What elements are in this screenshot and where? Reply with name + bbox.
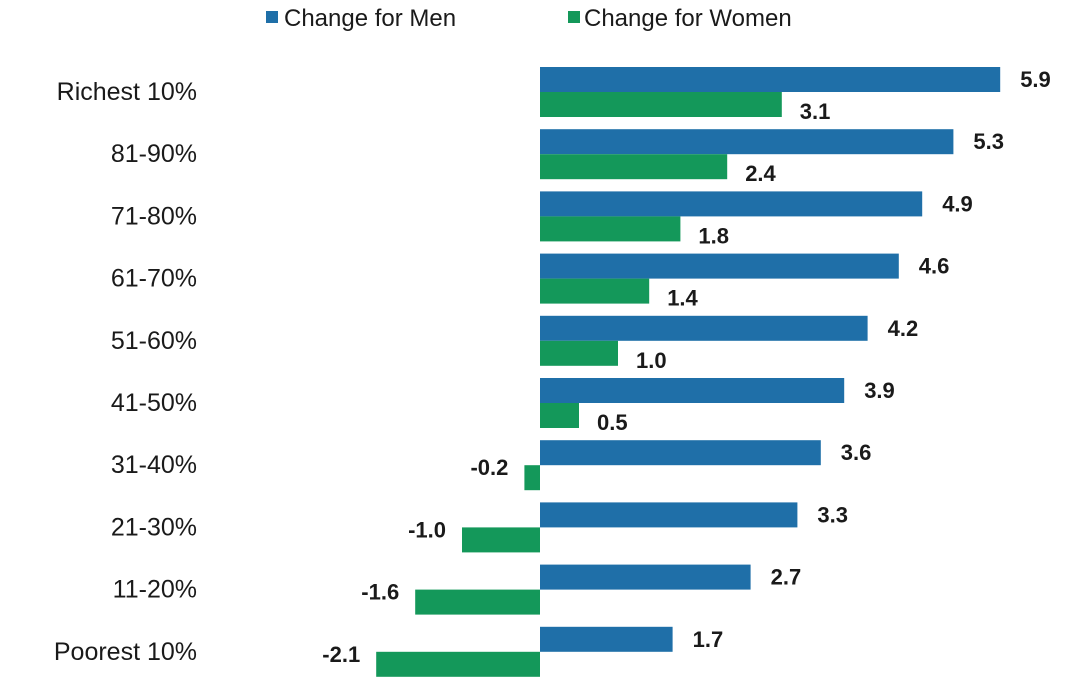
value-label-women: 2.4 bbox=[745, 161, 776, 186]
value-label-women: -0.2 bbox=[470, 455, 508, 480]
bar-men bbox=[540, 315, 868, 341]
category-label: 21-30% bbox=[111, 513, 197, 541]
value-label-men: 4.9 bbox=[942, 191, 973, 216]
legend-label-men: Change for Men bbox=[284, 5, 456, 32]
category-labels: Richest 10% 81-90% 71-80% 61-70% 51-60% 41-50… bbox=[54, 78, 197, 666]
bar-men bbox=[540, 502, 798, 528]
value-label-women: 1.8 bbox=[698, 223, 729, 248]
bar-women bbox=[540, 340, 618, 366]
bar-men bbox=[540, 191, 923, 217]
bar-women bbox=[415, 589, 540, 615]
value-label-women: 1.4 bbox=[667, 286, 698, 311]
category-label: 41-50% bbox=[111, 389, 197, 417]
value-label-women: 0.5 bbox=[597, 410, 628, 435]
bar-men bbox=[540, 440, 821, 466]
bar-men bbox=[540, 67, 1001, 92]
category-label: Richest 10% bbox=[57, 78, 197, 106]
category-label: 11-20% bbox=[113, 576, 197, 604]
value-label-men: 5.3 bbox=[973, 129, 1004, 154]
bar-women bbox=[540, 92, 782, 117]
value-label-women: -1.0 bbox=[408, 517, 446, 542]
value-label-men: 3.6 bbox=[841, 440, 872, 465]
bar-men bbox=[540, 378, 845, 403]
category-label: Poorest 10% bbox=[54, 638, 197, 666]
category-label: 31-40% bbox=[111, 451, 197, 479]
value-labels: 5.9 3.1 5.3 2.4 4.9 1.8 4.6 1.4 4.2 1.0 3.9 0.5 3.6 -… bbox=[322, 67, 1051, 667]
bar-women bbox=[376, 651, 540, 677]
legend-label-women: Change for Women bbox=[584, 5, 792, 32]
value-label-men: 4.2 bbox=[888, 316, 919, 341]
value-label-men: 3.9 bbox=[864, 378, 895, 403]
bar-women bbox=[462, 527, 540, 553]
value-label-women: -2.1 bbox=[322, 642, 360, 667]
value-label-men: 4.6 bbox=[919, 254, 950, 279]
bar-women bbox=[524, 465, 540, 491]
bar-men bbox=[540, 253, 899, 279]
legend: Change for Men Change for Women bbox=[266, 5, 792, 32]
bar-men bbox=[540, 564, 751, 590]
category-label: 51-60% bbox=[111, 327, 197, 355]
value-label-women: 3.1 bbox=[800, 99, 831, 124]
value-label-women: 1.0 bbox=[636, 348, 667, 373]
value-label-men: 5.9 bbox=[1020, 67, 1051, 92]
bar-women bbox=[540, 216, 681, 242]
legend-swatch-women bbox=[568, 11, 580, 23]
bar-men bbox=[540, 129, 954, 155]
value-label-women: -1.6 bbox=[361, 580, 399, 605]
value-label-men: 1.7 bbox=[693, 627, 724, 652]
bars-group bbox=[376, 67, 1001, 677]
value-label-men: 3.3 bbox=[817, 502, 848, 527]
category-label: 61-70% bbox=[111, 265, 197, 293]
bar-women bbox=[540, 154, 728, 180]
bar-women bbox=[540, 278, 650, 304]
bar-women bbox=[540, 403, 579, 428]
bar-men bbox=[540, 626, 673, 652]
category-label: 81-90% bbox=[111, 140, 197, 168]
category-label: 71-80% bbox=[111, 202, 197, 230]
legend-swatch-men bbox=[266, 11, 278, 23]
value-label-men: 2.7 bbox=[771, 565, 802, 590]
